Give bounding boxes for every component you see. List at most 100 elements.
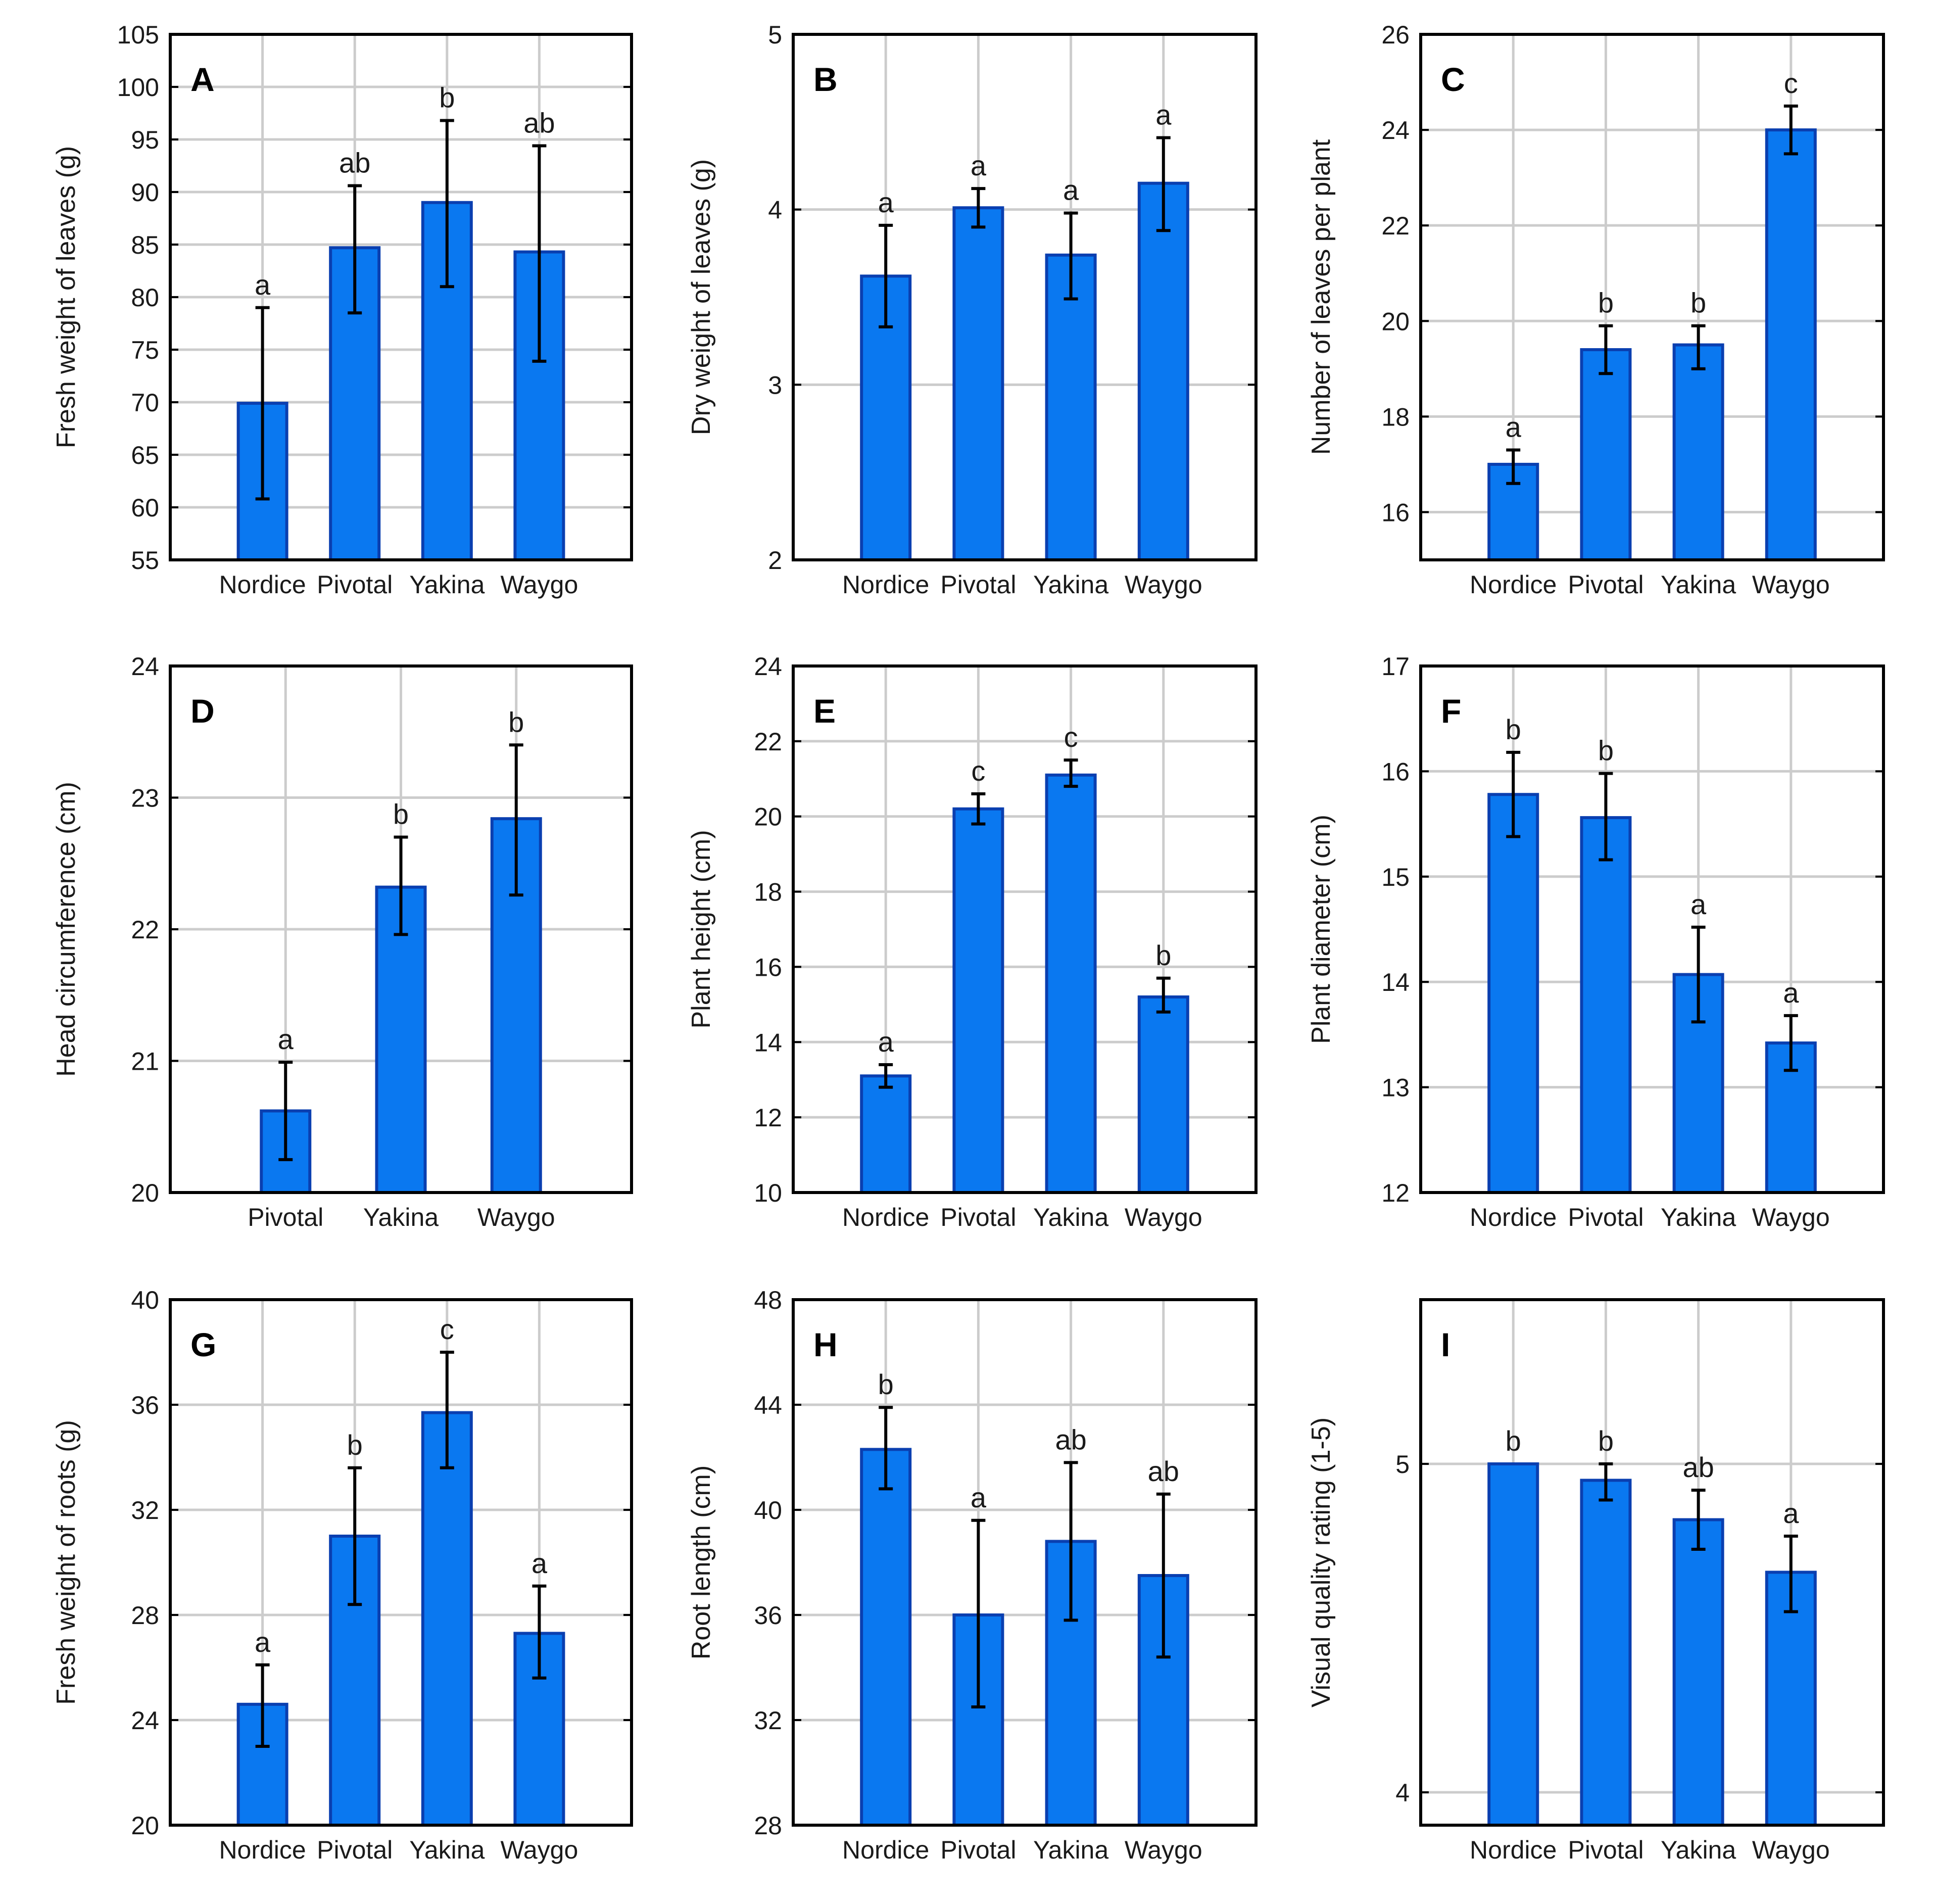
- ytick-label-a-9: 100: [117, 73, 159, 102]
- ytick-label-c-5: 26: [1381, 21, 1410, 49]
- ytick-label-g-2: 28: [131, 1601, 159, 1630]
- xtick-label-i-yakina: Yakina: [1661, 1836, 1736, 1864]
- xtick-label-f-nordice: Nordice: [1470, 1203, 1557, 1231]
- chart-panel-e: 10 12 14 16 18 20 22 24 a Nordice c Pivotal c Yakina b…: [687, 652, 1258, 1231]
- ytick-label-i-1: 5: [1395, 1450, 1410, 1479]
- bar-f-nordice: [1487, 793, 1539, 1195]
- sig-letter-h-nordice: b: [878, 1368, 894, 1400]
- ytick-label-e-1: 12: [754, 1104, 782, 1132]
- bar-b-yakina: [1045, 253, 1097, 561]
- panel-letter-i: I: [1441, 1326, 1450, 1363]
- sig-letter-d-pivotal: a: [278, 1023, 294, 1055]
- panel-letter-b: B: [813, 61, 838, 98]
- bar-g-yakina: [421, 1411, 473, 1827]
- sig-letter-g-nordice: a: [255, 1626, 271, 1658]
- xtick-label-f-waygo: Waygo: [1752, 1203, 1830, 1231]
- ytick-label-c-0: 16: [1381, 498, 1410, 527]
- chart-panel-b: 2 3 4 5 a Nordice a Pivotal a Yakina a Waygo B Dry we…: [687, 21, 1258, 599]
- xtick-label-c-pivotal: Pivotal: [1568, 570, 1644, 599]
- xtick-label-b-yakina: Yakina: [1033, 570, 1108, 599]
- ytick-label-b-0: 2: [768, 546, 782, 575]
- ytick-label-e-4: 18: [754, 878, 782, 907]
- sig-letter-b-yakina: a: [1063, 174, 1079, 206]
- ytick-label-e-7: 24: [754, 652, 782, 681]
- chart-panel-f: 12 13 14 15 16 17 b Nordice b Pivotal a Yakina a Wayg…: [1307, 652, 1885, 1231]
- ytick-label-d-4: 24: [131, 652, 159, 681]
- ytick-label-e-0: 10: [754, 1179, 782, 1207]
- plot-frame-g: [169, 1298, 633, 1827]
- y-axis-label-g: Fresh weight of roots (g): [52, 1420, 81, 1705]
- xtick-label-b-nordice: Nordice: [842, 570, 929, 599]
- xtick-label-a-pivotal: Pivotal: [317, 570, 393, 599]
- xtick-label-i-pivotal: Pivotal: [1568, 1836, 1644, 1864]
- ytick-label-a-0: 55: [131, 546, 159, 575]
- xtick-label-g-pivotal: Pivotal: [317, 1836, 393, 1864]
- xtick-label-g-nordice: Nordice: [219, 1836, 306, 1864]
- ytick-label-c-1: 18: [1381, 403, 1410, 431]
- chart-panel-c: 16 18 20 22 24 26 a Nordice b Pivotal b Yakina c Wayg…: [1307, 21, 1885, 599]
- bar-b-waygo: [1137, 181, 1189, 561]
- panel-letter-f: F: [1441, 692, 1461, 730]
- ytick-label-a-3: 70: [131, 389, 159, 417]
- sig-letter-d-yakina: b: [393, 798, 409, 830]
- bar-e-pivotal: [952, 807, 1004, 1195]
- y-axis-label-f: Plant diameter (cm): [1307, 815, 1336, 1044]
- xtick-label-d-yakina: Yakina: [363, 1203, 439, 1231]
- panel-letter-h: H: [813, 1326, 838, 1363]
- sig-letter-h-pivotal: a: [971, 1482, 987, 1513]
- ytick-label-h-3: 40: [754, 1496, 782, 1525]
- ytick-label-a-7: 90: [131, 178, 159, 207]
- sig-letter-i-pivotal: b: [1598, 1425, 1614, 1457]
- ytick-label-e-2: 14: [754, 1028, 782, 1057]
- panel-letter-d: D: [190, 692, 215, 730]
- sig-letter-c-nordice: a: [1506, 411, 1522, 443]
- bar-b-pivotal: [952, 206, 1004, 561]
- bar-i-pivotal: [1580, 1479, 1632, 1827]
- y-axis-label-h: Root length (cm): [687, 1465, 716, 1659]
- ytick-label-f-4: 16: [1381, 757, 1410, 786]
- panel-letter-a: A: [190, 61, 215, 98]
- ytick-label-e-5: 20: [754, 803, 782, 831]
- sig-letter-f-waygo: a: [1783, 977, 1799, 1009]
- xtick-label-h-yakina: Yakina: [1033, 1836, 1108, 1864]
- ytick-label-h-5: 48: [754, 1286, 782, 1314]
- ytick-label-d-0: 20: [131, 1179, 159, 1207]
- xtick-label-d-pivotal: Pivotal: [248, 1203, 323, 1231]
- ytick-label-g-4: 36: [131, 1391, 159, 1419]
- y-axis-label-c: Number of leaves per plant: [1307, 139, 1336, 455]
- chart-panel-g: 20 24 28 32 36 40 a Nordice b Pivotal c Yakina a Wayg…: [52, 1286, 633, 1864]
- xtick-label-h-waygo: Waygo: [1125, 1836, 1202, 1864]
- sig-letter-i-yakina: ab: [1682, 1451, 1714, 1483]
- ytick-label-h-1: 32: [754, 1706, 782, 1735]
- ytick-label-g-0: 20: [131, 1812, 159, 1840]
- plot-frame-e: [792, 664, 1258, 1194]
- ytick-label-a-2: 65: [131, 441, 159, 469]
- xtick-label-c-yakina: Yakina: [1661, 570, 1736, 599]
- ytick-label-c-3: 22: [1381, 212, 1410, 240]
- sig-letter-e-yakina: c: [1064, 721, 1078, 753]
- plot-frame-f: [1419, 664, 1885, 1194]
- chart-panel-d: 20 21 22 23 24 a Pivotal b Yakina b Waygo D Head cir…: [52, 652, 633, 1231]
- ytick-label-d-1: 21: [131, 1048, 159, 1076]
- xtick-label-a-waygo: Waygo: [501, 570, 578, 599]
- panel-letter-e: E: [813, 692, 836, 730]
- plot-frame-b: [792, 33, 1258, 561]
- ytick-label-f-0: 12: [1381, 1179, 1410, 1207]
- sig-letter-e-waygo: b: [1155, 939, 1171, 971]
- plot-frame-a: [169, 33, 633, 561]
- ytick-label-f-3: 15: [1381, 863, 1410, 891]
- xtick-label-g-waygo: Waygo: [501, 1836, 578, 1864]
- xtick-label-g-yakina: Yakina: [409, 1836, 485, 1864]
- y-axis-label-e: Plant height (cm): [687, 830, 716, 1028]
- xtick-label-e-nordice: Nordice: [842, 1203, 929, 1231]
- ytick-label-a-5: 80: [131, 283, 159, 312]
- plot-frame-i: [1419, 1298, 1885, 1827]
- ytick-label-i-0: 4: [1395, 1779, 1410, 1807]
- sig-letter-a-pivotal: ab: [339, 147, 370, 179]
- sig-letter-i-nordice: b: [1506, 1425, 1521, 1457]
- ytick-label-b-2: 4: [768, 196, 782, 224]
- ytick-label-f-5: 17: [1381, 652, 1410, 681]
- ytick-label-a-4: 75: [131, 336, 159, 364]
- ytick-label-d-2: 22: [131, 916, 159, 944]
